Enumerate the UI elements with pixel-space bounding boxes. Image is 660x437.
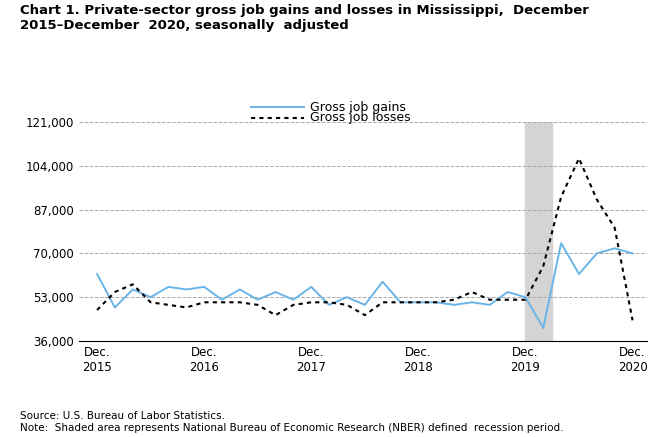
- Text: Chart 1. Private-sector gross job gains and losses in Mississippi,  December
201: Chart 1. Private-sector gross job gains …: [20, 4, 589, 32]
- Bar: [525, 122, 552, 341]
- Text: Gross job gains: Gross job gains: [310, 101, 406, 114]
- Text: Gross job losses: Gross job losses: [310, 111, 411, 125]
- Text: Source: U.S. Bureau of Labor Statistics.
Note:  Shaded area represents National : Source: U.S. Bureau of Labor Statistics.…: [20, 411, 563, 433]
